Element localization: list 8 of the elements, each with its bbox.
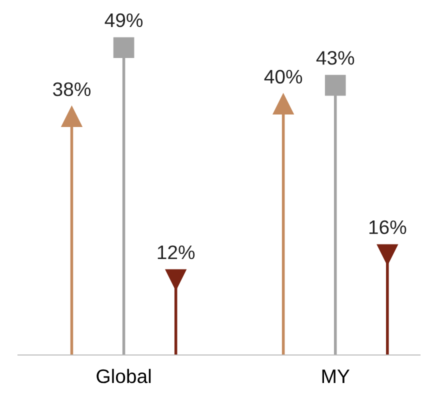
data-label: 12% bbox=[158, 245, 195, 260]
data-label: 40% bbox=[264, 70, 302, 84]
data-label: 49% bbox=[104, 13, 143, 28]
x-tick-label: MY bbox=[322, 370, 350, 383]
data-label: 38% bbox=[53, 82, 91, 96]
data-label: 16% bbox=[369, 220, 406, 234]
x-tick-label: Global bbox=[96, 368, 151, 384]
data-label: 43% bbox=[316, 50, 354, 65]
